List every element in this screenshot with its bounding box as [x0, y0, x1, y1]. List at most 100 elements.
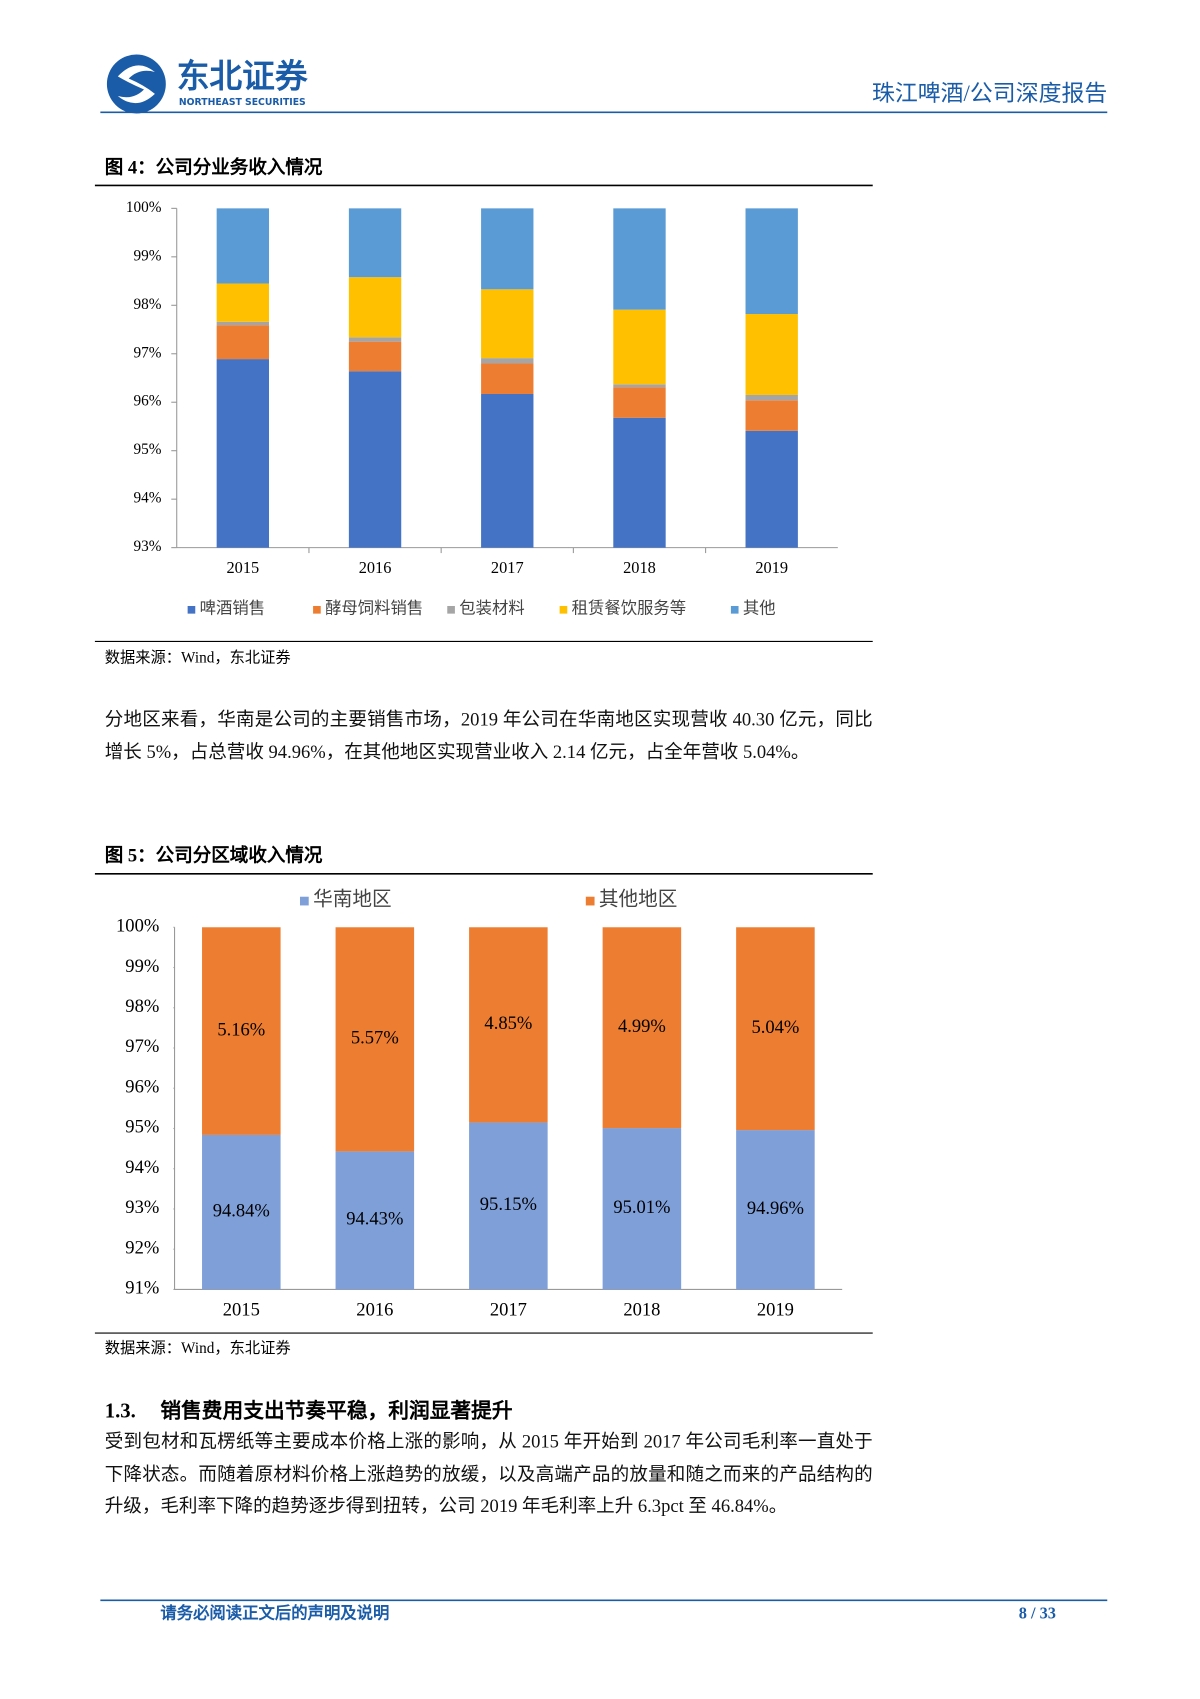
section-number: 1.3.: [105, 1400, 136, 1422]
bar-segment: [335, 927, 415, 1152]
legend-swatch: [187, 605, 196, 614]
bar-segment: [216, 321, 270, 326]
x-tick-label: 2015: [226, 558, 259, 577]
y-tick-label: 98%: [133, 296, 161, 313]
bar-segment: [613, 309, 666, 385]
company-name: 东北证券: [177, 58, 308, 96]
x-tick-label: 2019: [755, 558, 788, 577]
legend-label: 租赁餐饮服务等: [572, 599, 687, 618]
y-tick-label: 93%: [125, 1197, 159, 1218]
legend-label: 其他地区: [599, 889, 678, 911]
figure-source: 数据来源：Wind，东北证券: [105, 649, 291, 666]
y-tick-label: 100%: [116, 916, 159, 937]
bar-segment: [745, 430, 798, 548]
bar-segment: [202, 1134, 281, 1290]
data-label: 94.43%: [346, 1209, 403, 1230]
bar-segment: [202, 927, 281, 1135]
data-label: 94.96%: [747, 1198, 804, 1219]
legend-label: 华南地区: [313, 889, 391, 911]
figure-title: 图 5：公司分区域收入情况: [105, 845, 323, 867]
y-tick-label: 95%: [125, 1117, 159, 1138]
bar-segment: [216, 359, 270, 548]
bar-segment: [469, 927, 548, 1123]
bar-segment: [481, 358, 534, 364]
y-tick-label: 98%: [125, 996, 159, 1017]
bar-segment: [348, 371, 402, 548]
data-label: 4.99%: [618, 1016, 666, 1037]
y-tick-label: 97%: [133, 344, 161, 361]
bar-segment: [613, 208, 666, 310]
bar-segment: [481, 393, 534, 548]
bar-segment: [613, 417, 666, 548]
bar-segment: [348, 337, 402, 342]
y-tick-label: 91%: [125, 1278, 159, 1299]
page-number: 8 / 33: [1019, 1603, 1056, 1622]
figure-title: 图 4：公司分业务收入情况: [105, 156, 323, 178]
legend-swatch: [313, 605, 321, 614]
bar-segment: [481, 363, 534, 394]
legend-label: 包装材料: [459, 599, 524, 618]
data-label: 5.57%: [351, 1028, 399, 1049]
legend-swatch: [585, 896, 595, 906]
bar-segment: [216, 283, 270, 322]
legend-label: 酵母饲料销售: [325, 599, 423, 618]
bar-segment: [613, 384, 666, 388]
x-tick-label: 2018: [623, 558, 656, 577]
legend-swatch: [730, 605, 739, 614]
legend-label: 其他: [743, 599, 776, 618]
bar-segment: [481, 208, 534, 290]
bar-segment: [602, 1128, 682, 1290]
section-title: 销售费用支出节奏平稳，利润显著提升: [160, 1398, 513, 1422]
figure-source: 数据来源：Wind，东北证券: [105, 1340, 291, 1357]
bar-segment: [745, 400, 798, 431]
data-label: 4.85%: [484, 1013, 532, 1034]
legend-swatch: [299, 896, 309, 906]
bar-segment: [216, 325, 270, 360]
bar-segment: [602, 927, 682, 1129]
legend-swatch: [559, 605, 568, 614]
bar-segment: [745, 394, 798, 401]
bar-segment: [469, 1122, 548, 1290]
data-label: 95.15%: [480, 1194, 537, 1215]
y-tick-label: 94%: [125, 1157, 159, 1178]
x-tick-label: 2017: [491, 558, 524, 577]
company-en: NORTHEAST SECURITIES: [179, 97, 306, 108]
bar-segment: [348, 277, 402, 338]
y-tick-label: 99%: [133, 247, 161, 264]
bar-segment: [736, 927, 815, 1131]
x-tick-label: 2015: [223, 1300, 260, 1321]
bar-segment: [216, 208, 270, 284]
paragraph: 分地区来看，华南是公司的主要销售市场，2019 年公司在华南地区实现营收 40.…: [104, 709, 873, 762]
bar-segment: [613, 387, 666, 418]
x-tick-label: 2019: [757, 1300, 794, 1321]
bar-segment: [736, 1130, 815, 1290]
y-tick-label: 99%: [125, 956, 159, 977]
data-label: 5.04%: [751, 1017, 799, 1038]
y-tick-label: 97%: [125, 1036, 159, 1057]
logo: [106, 54, 166, 114]
bar-segment: [348, 208, 402, 278]
x-tick-label: 2017: [490, 1300, 527, 1321]
data-label: 5.16%: [217, 1019, 265, 1040]
legend-swatch: [447, 605, 455, 614]
bar-segment: [335, 1151, 415, 1290]
y-tick-label: 95%: [133, 441, 161, 458]
data-label: 94.84%: [213, 1200, 270, 1221]
y-tick-label: 100%: [126, 199, 162, 216]
data-label: 95.01%: [613, 1197, 670, 1218]
legend-label: 啤酒销售: [200, 599, 265, 618]
bar-segment: [481, 289, 534, 359]
y-tick-label: 92%: [125, 1237, 159, 1258]
paragraph: 受到包材和瓦楞纸等主要成本价格上涨的影响，从 2015 年开始到 2017 年公…: [104, 1431, 873, 1517]
y-tick-label: 96%: [125, 1076, 159, 1097]
bar-segment: [745, 314, 798, 395]
x-tick-label: 2016: [356, 1300, 393, 1321]
bar-segment: [745, 208, 798, 315]
report-title: 珠江啤酒/公司深度报告: [872, 81, 1107, 106]
y-tick-label: 96%: [133, 393, 161, 410]
footer-notice: 请务必阅读正文后的声明及说明: [160, 1603, 389, 1622]
x-tick-label: 2016: [359, 558, 392, 577]
y-tick-label: 94%: [133, 490, 161, 507]
